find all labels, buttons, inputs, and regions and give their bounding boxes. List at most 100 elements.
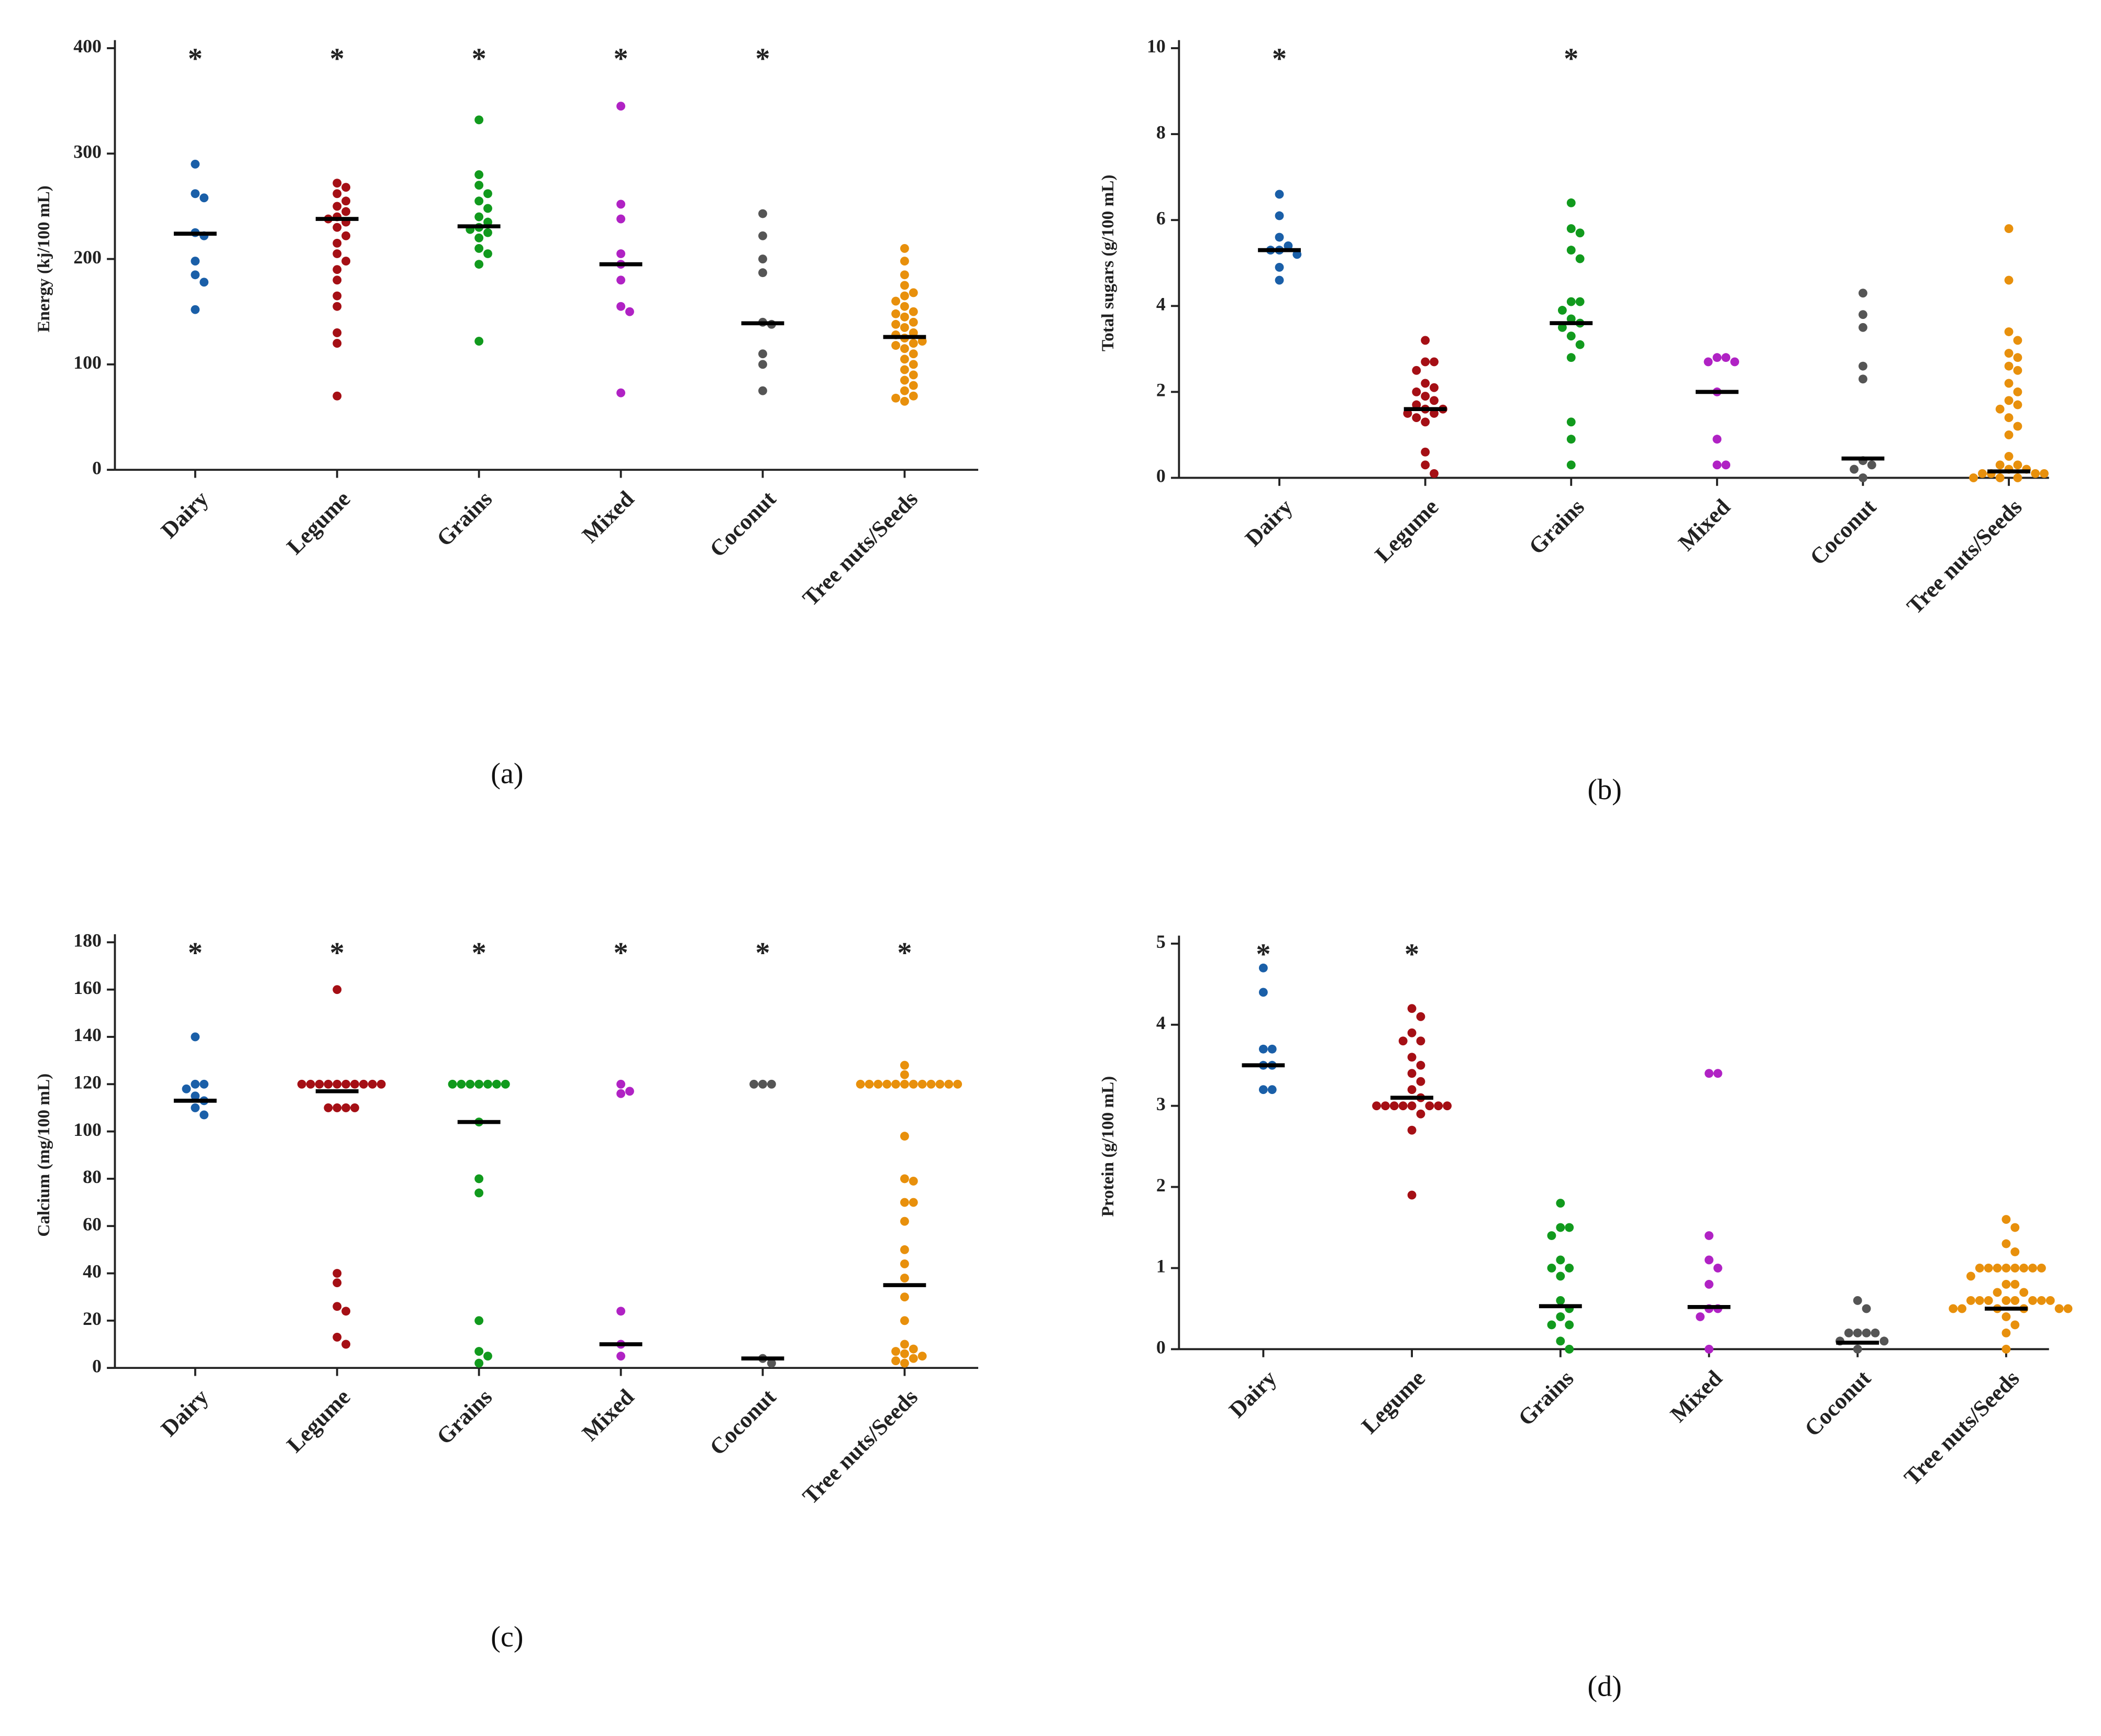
data-point bbox=[900, 291, 909, 301]
data-point bbox=[758, 255, 767, 264]
data-point bbox=[333, 1278, 342, 1288]
data-point bbox=[1995, 473, 2005, 482]
data-point bbox=[909, 1198, 918, 1207]
data-point bbox=[900, 1217, 909, 1226]
data-point bbox=[333, 249, 342, 258]
data-point bbox=[758, 349, 767, 359]
data-point bbox=[891, 319, 900, 329]
data-point bbox=[474, 196, 484, 206]
data-point bbox=[2013, 387, 2022, 396]
data-point bbox=[900, 355, 909, 364]
data-point bbox=[1730, 357, 1740, 367]
data-point bbox=[474, 212, 484, 222]
data-point bbox=[1566, 198, 1576, 207]
data-point bbox=[333, 339, 342, 348]
y-tick-label: 2 bbox=[1156, 1175, 1166, 1196]
data-point bbox=[1712, 460, 1722, 470]
data-point bbox=[767, 1358, 776, 1368]
panel: 0 1 2 3 4 5 Protein (g/100 mL) (d) Dairy * Legume *… bbox=[1098, 931, 2073, 1702]
data-point bbox=[1575, 340, 1585, 349]
data-point bbox=[1565, 1264, 1574, 1273]
data-point bbox=[1977, 469, 1987, 478]
data-point bbox=[324, 1103, 333, 1112]
data-point bbox=[865, 1079, 874, 1089]
panel-label: (a) bbox=[491, 757, 523, 790]
data-point bbox=[474, 260, 484, 269]
significance-marker: * bbox=[1272, 42, 1287, 75]
x-tick-label: Dairy bbox=[156, 1384, 213, 1441]
data-point bbox=[909, 339, 918, 348]
data-point bbox=[1275, 190, 1284, 199]
data-point bbox=[1966, 1271, 1975, 1281]
significance-marker: * bbox=[472, 937, 486, 969]
data-point bbox=[616, 275, 625, 285]
data-point bbox=[1566, 353, 1576, 362]
data-point bbox=[341, 207, 351, 216]
data-point bbox=[2002, 1296, 2011, 1305]
data-point bbox=[900, 1358, 909, 1368]
data-point bbox=[1407, 1069, 1417, 1078]
data-point bbox=[1292, 250, 1302, 259]
y-tick-label: 60 bbox=[83, 1213, 102, 1234]
data-point bbox=[758, 209, 767, 218]
data-point bbox=[900, 312, 909, 322]
y-tick-label: 20 bbox=[83, 1308, 102, 1329]
data-point bbox=[2002, 1239, 2011, 1248]
data-point bbox=[191, 159, 200, 169]
data-point bbox=[1704, 357, 1713, 367]
data-point bbox=[909, 1344, 918, 1354]
data-point bbox=[474, 233, 484, 242]
data-point bbox=[483, 1079, 492, 1089]
x-tick-label: Mixed bbox=[1666, 1366, 1728, 1428]
data-point bbox=[1712, 353, 1722, 362]
data-point bbox=[616, 1307, 625, 1316]
data-point bbox=[1407, 1125, 1417, 1135]
data-point bbox=[758, 360, 767, 369]
data-point bbox=[935, 1079, 945, 1089]
data-point bbox=[1853, 1328, 1862, 1337]
data-point bbox=[2028, 1264, 2037, 1273]
significance-marker: * bbox=[614, 42, 628, 75]
data-point bbox=[1858, 289, 1867, 298]
data-point bbox=[1421, 357, 1430, 367]
data-point bbox=[616, 200, 625, 209]
data-point bbox=[1416, 1012, 1425, 1021]
data-point bbox=[1407, 1053, 1417, 1062]
data-point bbox=[1984, 1264, 1993, 1273]
data-point bbox=[1858, 310, 1867, 319]
data-point bbox=[909, 1354, 918, 1363]
data-point bbox=[2010, 1223, 2020, 1232]
data-point bbox=[1430, 357, 1439, 367]
data-point bbox=[474, 170, 484, 179]
data-point bbox=[891, 309, 900, 318]
data-point bbox=[1566, 417, 1576, 427]
data-point bbox=[1969, 473, 1978, 482]
data-point bbox=[900, 1259, 909, 1268]
data-point bbox=[474, 1079, 484, 1089]
data-point bbox=[333, 1103, 342, 1112]
data-point bbox=[1566, 314, 1576, 324]
data-point bbox=[1398, 1101, 1408, 1111]
y-tick-label: 80 bbox=[83, 1166, 102, 1187]
data-point bbox=[2028, 1296, 2037, 1305]
data-point bbox=[1430, 408, 1439, 418]
data-point bbox=[483, 204, 492, 213]
data-point bbox=[306, 1079, 315, 1089]
data-point bbox=[2013, 336, 2022, 345]
data-point bbox=[1566, 435, 1576, 444]
data-point bbox=[953, 1079, 963, 1089]
data-point bbox=[2010, 1296, 2020, 1305]
y-tick-label: 200 bbox=[73, 247, 102, 268]
y-tick-label: 6 bbox=[1156, 207, 1166, 228]
data-point bbox=[767, 1079, 776, 1089]
y-axis-label: Calcium (mg/100 mL) bbox=[34, 1074, 53, 1237]
data-point bbox=[1575, 228, 1585, 238]
data-point bbox=[900, 1079, 909, 1089]
data-point bbox=[191, 1103, 200, 1112]
data-point bbox=[333, 985, 342, 994]
data-point bbox=[749, 1079, 759, 1089]
data-point bbox=[200, 1079, 209, 1089]
data-point bbox=[625, 1087, 634, 1096]
data-point bbox=[900, 1340, 909, 1349]
y-axis-label: Energy (kj/100 mL) bbox=[34, 185, 53, 332]
